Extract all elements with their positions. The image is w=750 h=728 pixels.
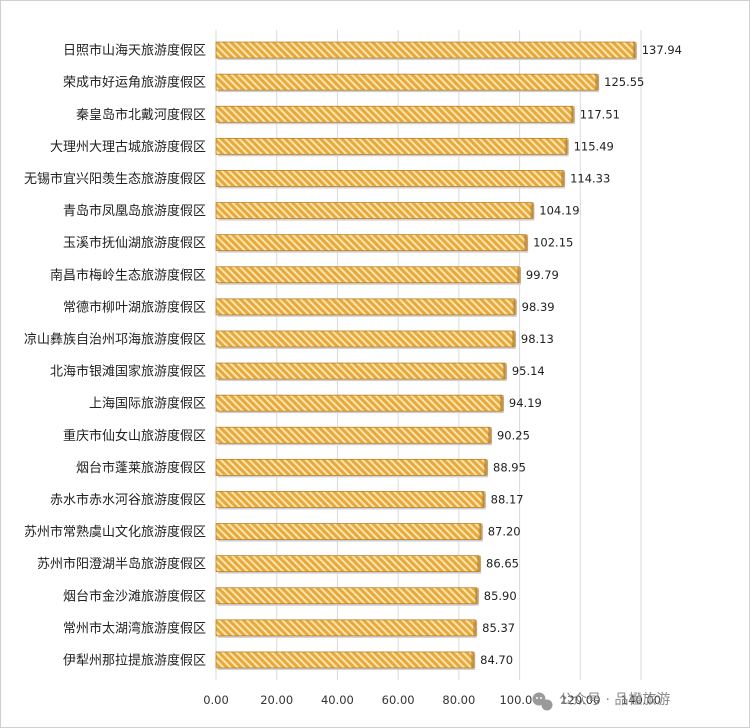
bar-cap — [524, 234, 529, 251]
bar-cap — [561, 170, 566, 187]
x-tick-label: 40.00 — [321, 693, 354, 707]
x-tick-label: 0.00 — [203, 693, 229, 707]
bar-cap — [502, 363, 507, 380]
bar-cap — [478, 523, 483, 540]
bar-cap — [487, 427, 492, 444]
data-label: 98.39 — [522, 300, 555, 314]
category-label: 南昌市梅岭生态旅游度假区 — [50, 267, 206, 283]
bar — [215, 298, 516, 316]
category-label: 常德市柳叶湖旅游度假区 — [63, 299, 206, 315]
bar — [215, 105, 574, 123]
bar — [215, 619, 476, 637]
data-labels: 137.94 125.55 117.51 115.49 114.33 104.19 102.… — [480, 43, 682, 667]
bar-cap — [511, 330, 516, 347]
data-label: 137.94 — [642, 43, 682, 57]
gridlines — [215, 30, 642, 680]
category-label: 北海市银滩国家旅游度假区 — [50, 364, 206, 380]
bar — [215, 330, 515, 348]
data-label: 87.20 — [488, 525, 521, 539]
data-label: 85.37 — [482, 621, 515, 635]
x-tick-label: 120.00 — [560, 693, 600, 707]
data-label: 88.17 — [491, 492, 524, 506]
bar-cap — [570, 106, 575, 123]
bar-cap — [471, 651, 476, 668]
category-label: 荣成市好运角旅游度假区 — [63, 75, 206, 91]
category-label: 苏州市常熟虞山文化旅游度假区 — [24, 524, 206, 540]
data-label: 115.49 — [574, 139, 614, 153]
bar — [215, 41, 636, 59]
data-label: 98.13 — [521, 332, 554, 346]
category-label: 无锡市宜兴阳羡生态旅游度假区 — [24, 171, 206, 187]
x-axis-ticks: 0.00 20.00 40.00 60.00 80.00 100.00 120.00 140.… — [203, 693, 661, 707]
data-label: 84.70 — [480, 653, 513, 667]
category-label: 烟台市蓬莱旅游度假区 — [76, 460, 206, 476]
bar-cap — [516, 266, 521, 283]
bar — [215, 523, 482, 540]
bar — [215, 394, 503, 412]
bar — [215, 426, 491, 444]
bar-cap — [512, 298, 517, 315]
data-label: 114.33 — [570, 171, 610, 185]
bar-cap — [564, 138, 569, 155]
bar — [215, 266, 520, 284]
data-label: 86.65 — [486, 557, 519, 571]
bar — [215, 362, 506, 380]
bar-cap — [499, 395, 504, 412]
data-label: 85.90 — [484, 589, 517, 603]
category-label: 赤水市赤水河谷旅游度假区 — [50, 492, 206, 508]
data-label: 90.25 — [497, 428, 530, 442]
bar-cap — [474, 587, 479, 604]
data-label: 117.51 — [580, 107, 620, 121]
bar — [215, 202, 533, 219]
data-label: 102.15 — [533, 236, 573, 250]
x-tick-label: 100.00 — [499, 693, 539, 707]
bar — [215, 170, 564, 187]
category-label: 玉溪市抚仙湖旅游度假区 — [63, 235, 206, 251]
data-label: 104.19 — [539, 204, 579, 218]
bar — [215, 651, 474, 669]
data-label: 95.14 — [512, 364, 545, 378]
x-tick-label: 60.00 — [382, 693, 415, 707]
bar — [215, 73, 598, 91]
bar-cap — [477, 555, 482, 572]
x-tick-label: 140.00 — [621, 693, 661, 707]
data-label: 125.55 — [604, 75, 644, 89]
category-labels: 日照市山海天旅游度假区荣成市好运角旅游度假区秦皇岛市北戴河度假区大理州大理古城旅… — [24, 43, 206, 669]
category-label: 凉山彝族自治州邛海旅游度假区 — [24, 331, 206, 347]
bar — [215, 137, 567, 155]
data-label: 94.19 — [509, 396, 542, 410]
bars — [215, 41, 637, 670]
bar-cap — [530, 202, 535, 219]
data-label: 99.79 — [526, 268, 559, 282]
category-label: 上海国际旅游度假区 — [89, 396, 206, 412]
category-label: 日照市山海天旅游度假区 — [63, 43, 206, 59]
data-label: 88.95 — [493, 460, 526, 474]
category-label: 秦皇岛市北戴河度假区 — [76, 107, 206, 123]
bar — [215, 234, 527, 252]
x-tick-label: 20.00 — [260, 693, 293, 707]
x-tick-label: 80.00 — [442, 693, 475, 707]
bar — [215, 491, 485, 508]
category-label: 烟台市金沙滩旅游度假区 — [63, 588, 206, 604]
wechat-icon — [532, 692, 553, 711]
bar — [215, 555, 480, 573]
bar — [215, 458, 487, 476]
category-label: 青岛市凤凰岛旅游度假区 — [63, 203, 206, 219]
category-label: 伊犁州那拉提旅游度假区 — [63, 652, 206, 668]
category-label: 重庆市仙女山旅游度假区 — [63, 428, 206, 444]
bar-cap — [595, 74, 600, 91]
watermark: 公众号 · 品橙旅游 — [532, 692, 670, 711]
category-label: 苏州市阳澄湖半岛旅游度假区 — [37, 556, 206, 572]
bar — [215, 587, 478, 605]
category-label: 常州市太湖湾旅游度假区 — [63, 620, 206, 636]
bar-cap — [481, 491, 486, 508]
category-label: 大理州大理古城旅游度假区 — [50, 139, 206, 155]
bar-cap — [473, 619, 478, 636]
bar-cap — [632, 42, 637, 59]
bar-cap — [484, 459, 489, 476]
watermark-text: 公众号 · 品橙旅游 — [559, 692, 670, 708]
